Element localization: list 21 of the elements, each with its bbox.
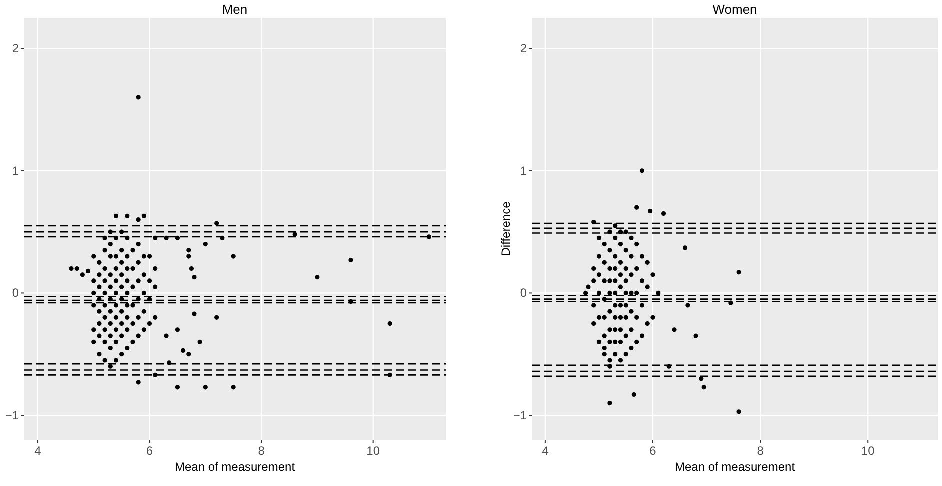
x-tick-label: 6 bbox=[650, 444, 657, 458]
y-tick-label: 1 bbox=[520, 164, 528, 178]
x-tick-label: 10 bbox=[861, 444, 876, 458]
y-tick-label: 2 bbox=[12, 42, 20, 56]
x-tick-label: 4 bbox=[542, 444, 550, 458]
chart-title: Women bbox=[712, 2, 758, 17]
x-tick-label: 8 bbox=[757, 444, 764, 458]
x-tick-label: 10 bbox=[366, 444, 380, 458]
x-axis-title: Mean of measurement bbox=[174, 460, 296, 474]
chart-title: Men bbox=[222, 2, 248, 17]
y-tick-label: 0 bbox=[520, 286, 528, 300]
x-axis-title: Mean of measurement bbox=[674, 460, 796, 474]
y-tick-label: 2 bbox=[520, 42, 528, 56]
y-tick-label: 0 bbox=[12, 286, 20, 300]
y-tick-label: −1 bbox=[5, 408, 20, 423]
x-tick-label: 4 bbox=[34, 444, 42, 458]
y-axis-title: Difference bbox=[499, 201, 513, 256]
y-tick-label: 1 bbox=[12, 164, 20, 178]
y-tick-label: −1 bbox=[513, 408, 528, 423]
x-tick-label: 6 bbox=[146, 444, 154, 458]
x-tick-label: 8 bbox=[258, 444, 266, 458]
